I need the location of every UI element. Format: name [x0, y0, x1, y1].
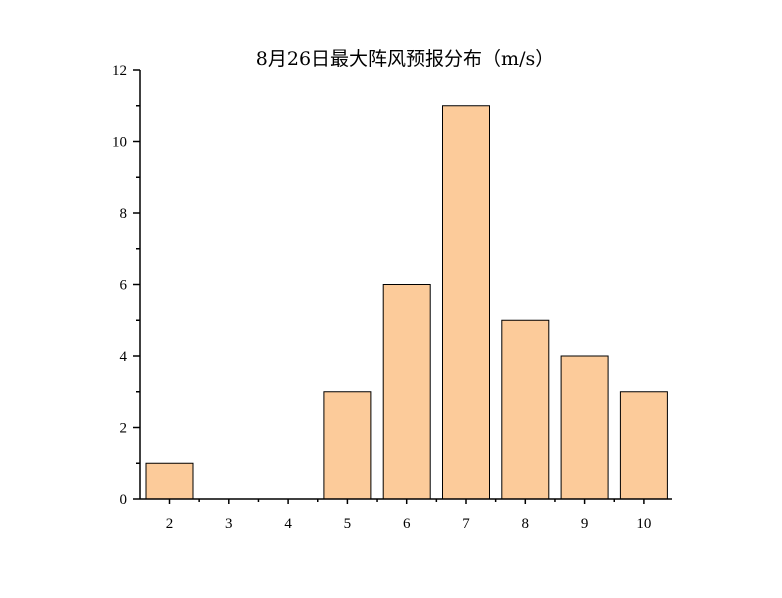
y-axis: 0 2 4 6 8 10 12	[112, 63, 141, 508]
bar-9	[560, 355, 609, 500]
x-tick-label: 2	[166, 516, 174, 532]
bar-7	[442, 105, 490, 500]
y-tick-label: 4	[120, 349, 128, 365]
bars-group	[145, 105, 668, 500]
x-tick-label: 9	[581, 516, 589, 532]
x-tick-label: 3	[225, 516, 233, 532]
bar-5	[323, 391, 372, 500]
x-tick-label: 5	[344, 516, 352, 532]
x-tick-label: 7	[462, 516, 470, 532]
x-tick-label: 8	[522, 516, 530, 532]
y-tick-label: 0	[120, 492, 128, 508]
y-tick-label: 10	[112, 135, 127, 151]
y-tick-label: 6	[120, 278, 128, 294]
y-tick-label: 12	[112, 63, 127, 79]
x-tick-label: 10	[636, 516, 651, 532]
chart-title: 8月26日最大阵风预报分布（m/s）	[256, 48, 554, 70]
bar-6	[382, 284, 431, 500]
x-tick-label: 6	[403, 516, 411, 532]
x-tick-label: 4	[284, 516, 292, 532]
x-axis: 2 3 4 5 6 7 8 9 10	[140, 498, 672, 532]
bar-10	[619, 391, 668, 500]
bar-8	[501, 319, 550, 500]
y-tick-label: 2	[120, 421, 128, 437]
bar-2	[145, 462, 194, 500]
y-tick-label: 8	[120, 206, 128, 222]
